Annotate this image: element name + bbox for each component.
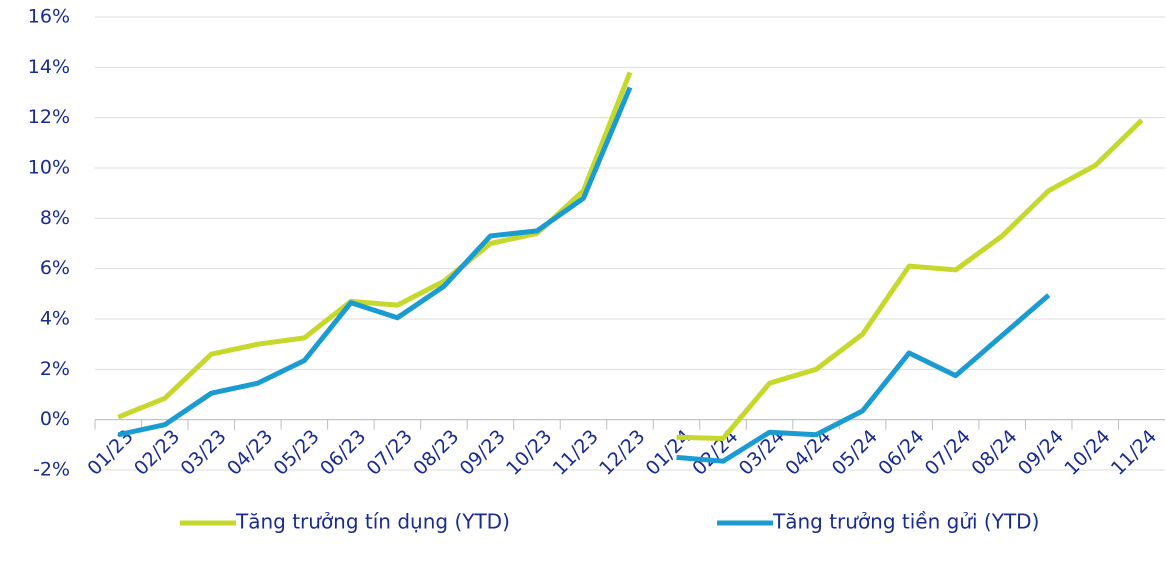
x-tick-label: 06/23 xyxy=(316,426,370,480)
x-tick-label: 11/24 xyxy=(1107,426,1161,480)
x-tick-label: 05/23 xyxy=(269,426,323,480)
x-tick-label: 04/23 xyxy=(223,426,277,480)
x-tick-label: 10/24 xyxy=(1060,426,1114,480)
y-tick-label: 12% xyxy=(28,106,70,128)
series-line xyxy=(117,86,1051,464)
x-tick-label: 03/23 xyxy=(176,426,230,480)
y-tick-label: 4% xyxy=(40,308,70,330)
x-tick-label: 01/24 xyxy=(642,426,696,480)
x-tick-label: 06/24 xyxy=(874,426,928,480)
y-tick-label: 6% xyxy=(40,257,70,279)
x-tick-label: 12/23 xyxy=(595,426,649,480)
x-tick-label: 09/24 xyxy=(1014,426,1068,480)
y-tick-label: 8% xyxy=(40,207,70,229)
legend-label: Tăng trưởng tiền gửi (YTD) xyxy=(772,510,1039,534)
y-tick-label: 0% xyxy=(40,408,70,430)
x-tick-label: 09/23 xyxy=(456,426,510,480)
x-tick-label: 11/23 xyxy=(549,426,603,480)
series-line xyxy=(117,71,1144,442)
x-tick-label: 07/23 xyxy=(363,426,417,480)
y-tick-label: 14% xyxy=(28,56,70,78)
x-tick-label: 08/24 xyxy=(967,426,1021,480)
y-tick-label: -2% xyxy=(33,459,70,481)
y-tick-label: 2% xyxy=(40,358,70,380)
legend-label: Tăng trưởng tín dụng (YTD) xyxy=(235,510,510,534)
x-tick-label: 10/23 xyxy=(502,426,556,480)
x-tick-label: 05/24 xyxy=(828,426,882,480)
x-tick-label: 02/23 xyxy=(130,426,184,480)
x-tick-label: 08/23 xyxy=(409,426,463,480)
y-tick-label: 10% xyxy=(28,157,70,179)
x-tick-label: 07/24 xyxy=(921,426,975,480)
y-tick-label: 16% xyxy=(28,6,70,28)
